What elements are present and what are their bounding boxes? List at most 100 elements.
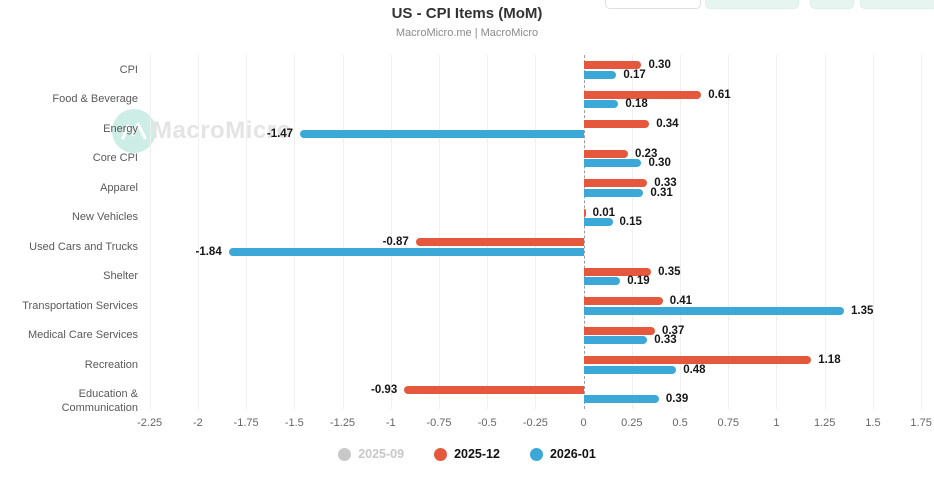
bar-2025-12[interactable] <box>583 149 628 158</box>
toolbar-button-2[interactable] <box>705 0 799 9</box>
bar-2025-12[interactable] <box>583 90 702 99</box>
value-label: 0.17 <box>623 68 646 81</box>
bar-2025-12[interactable] <box>583 208 586 217</box>
legend-item-2025-12[interactable]: 2025-12 <box>434 447 500 461</box>
x-tick-label: -1.25 <box>329 417 356 429</box>
bar-2026-01[interactable] <box>583 277 621 285</box>
bar-2025-12[interactable] <box>583 61 642 69</box>
toolbar-button-3[interactable] <box>810 0 854 9</box>
value-label: -1.84 <box>195 245 222 258</box>
value-label: 0.30 <box>648 59 671 71</box>
value-label: 0.33 <box>654 177 677 189</box>
x-tick-label: 0 <box>580 417 587 429</box>
bar-2025-12[interactable] <box>583 179 648 187</box>
page-title: US - CPI Items (MoM) <box>391 5 543 22</box>
x-tick-label: -1 <box>385 417 396 429</box>
category-label: Shelter <box>103 270 138 283</box>
value-label: 0.15 <box>619 216 642 228</box>
bar-2026-01[interactable] <box>583 70 617 79</box>
x-tick-label: -0.25 <box>522 417 548 429</box>
value-label: 0.33 <box>654 334 677 346</box>
category-label: Energy <box>103 122 138 135</box>
bar-2025-12[interactable] <box>583 297 663 305</box>
gridline <box>680 55 682 409</box>
value-label: 0.01 <box>592 206 615 219</box>
legend-dot-icon <box>529 447 543 461</box>
bar-2026-01[interactable] <box>583 100 619 108</box>
watermark: MacroMicro <box>112 109 292 153</box>
legend-label: 2025-09 <box>358 447 405 461</box>
bar-2025-12[interactable] <box>404 385 584 394</box>
bar-2025-12[interactable] <box>583 326 655 335</box>
x-tick-label: 1 <box>773 417 780 429</box>
x-tick-label: -1.75 <box>233 417 259 429</box>
gridline <box>294 55 296 409</box>
category-label: New Vehicles <box>71 211 138 224</box>
bar-2025-12[interactable] <box>583 120 650 128</box>
bar-2025-12[interactable] <box>583 356 812 364</box>
toolbar-button-1[interactable] <box>605 0 701 9</box>
x-tick-label: -2 <box>192 417 203 429</box>
bar-2026-01[interactable] <box>583 159 642 167</box>
gridline <box>728 55 730 409</box>
gridline <box>149 55 151 409</box>
bar-2026-01[interactable] <box>583 306 844 315</box>
value-label: 0.41 <box>669 295 693 307</box>
value-label: 0.48 <box>683 363 706 376</box>
category-label: Education & Communication <box>61 388 138 415</box>
gridline <box>824 55 826 409</box>
gridline <box>246 55 248 409</box>
value-label: 0.34 <box>656 118 679 130</box>
macromicro-logo-icon <box>112 109 156 153</box>
legend: 2025-09 2025-12 2026-01 <box>0 447 934 461</box>
category-label: Transportation Services <box>22 299 138 312</box>
category-label: Used Cars and Trucks <box>29 240 138 253</box>
chart-subtitle: MacroMicro.me | MacroMicro <box>395 27 539 39</box>
gridline <box>342 55 344 409</box>
gridline <box>631 55 633 409</box>
gridline <box>535 55 537 409</box>
legend-label: 2025-12 <box>454 447 500 461</box>
gridline <box>197 55 199 409</box>
zero-line <box>583 55 585 409</box>
x-tick-label: 0.75 <box>717 417 739 429</box>
value-label: 1.18 <box>818 354 841 366</box>
value-label: 0.39 <box>665 393 689 405</box>
x-tick-label: -0.75 <box>426 417 452 429</box>
bar-2026-01[interactable] <box>300 129 584 138</box>
x-tick-label: -0.5 <box>477 417 497 429</box>
value-label: 0.30 <box>648 157 671 169</box>
category-label: CPI <box>119 63 138 76</box>
category-label: Apparel <box>100 181 138 194</box>
category-label: Medical Care Services <box>27 329 138 342</box>
bar-2025-12[interactable] <box>583 267 652 276</box>
x-tick-label: -2.25 <box>137 417 163 429</box>
legend-label: 2026-01 <box>549 447 596 461</box>
watermark-text: MacroMicro <box>152 117 292 144</box>
gridline <box>390 55 392 409</box>
bar-2025-12[interactable] <box>415 238 584 246</box>
x-tick-label: 1.5 <box>865 417 881 429</box>
value-label: -0.87 <box>382 236 409 248</box>
toolbar-button-4[interactable] <box>860 0 934 9</box>
legend-item-2026-01[interactable]: 2026-01 <box>529 447 596 461</box>
bar-2026-01[interactable] <box>583 395 659 403</box>
value-label: 1.35 <box>850 304 874 317</box>
legend-dot-icon <box>338 447 352 461</box>
bar-2026-01[interactable] <box>583 365 677 374</box>
bar-2026-01[interactable] <box>583 188 644 197</box>
bar-2026-01[interactable] <box>228 247 584 256</box>
bar-2026-01[interactable] <box>583 336 648 344</box>
x-tick-label: -1.5 <box>284 417 304 429</box>
category-label: Recreation <box>84 358 138 371</box>
bar-2026-01[interactable] <box>583 218 613 226</box>
value-label: -0.93 <box>371 383 398 396</box>
gridline <box>921 55 923 409</box>
legend-item-2025-09[interactable]: 2025-09 <box>338 447 404 461</box>
value-label: 0.37 <box>661 324 685 337</box>
category-label: Core CPI <box>92 152 138 165</box>
value-label: 0.18 <box>625 98 648 110</box>
value-label: 0.35 <box>658 265 681 278</box>
value-label: 0.61 <box>708 88 731 101</box>
